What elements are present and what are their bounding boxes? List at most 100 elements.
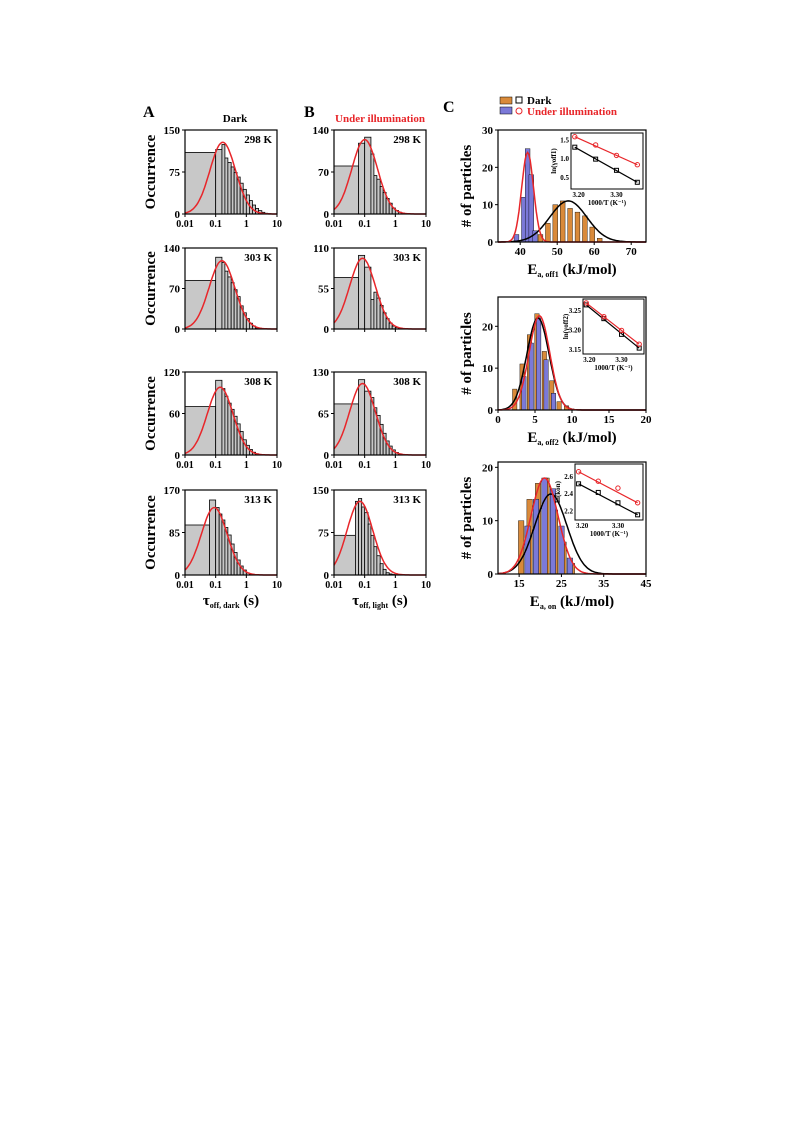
y-tick-label: 140 (164, 243, 181, 255)
x-tick-label: 35 (598, 578, 610, 590)
x-tick-label: 0.01 (325, 219, 343, 230)
histogram-bar (218, 513, 223, 576)
x-axis-label: Ea, on (kJ/mol) (530, 594, 614, 611)
x-tick-label: 5 (532, 414, 538, 426)
bar-dark (574, 211, 581, 243)
chart-a3: 0.01 0.1 1 10 0 60 120 308 K Occurrence (143, 367, 282, 471)
x-tick-label: 1 (244, 580, 249, 591)
inset-point-dark (613, 167, 619, 173)
y-tick-label: 65 (318, 409, 330, 421)
bar-dark (567, 208, 573, 243)
inset-point-dark (593, 156, 599, 162)
y-axis-label: Occurrence (143, 134, 159, 209)
x-tick-label: 1 (244, 219, 249, 230)
x-tick-label: 0.01 (325, 460, 343, 471)
y-tick-label: 0 (175, 209, 181, 221)
histogram-bar (184, 524, 210, 576)
histogram-bar (333, 534, 356, 576)
chart-b4: 0.01 0.1 1 10 0 75 150 313 K τoff, light (s) (313, 485, 432, 610)
inset-y-axis-label: ln(kon) (554, 480, 562, 502)
y-tick-label: 10 (482, 363, 494, 375)
inset-x-tick-label: 3.30 (610, 191, 623, 199)
inset-point-light (601, 313, 607, 320)
y-axis-label: Occurrence (143, 376, 159, 451)
y-tick-label: 150 (313, 485, 330, 497)
x-axis-label: Ea, off2 (kJ/mol) (527, 430, 616, 447)
chart-b1: 0.01 0.1 1 10 0 70 140 298 K (313, 125, 432, 230)
panel-label-b: B (304, 104, 315, 121)
x-tick-label: 10 (567, 414, 579, 426)
bar-light (543, 359, 549, 411)
temperature-label: 308 K (244, 376, 272, 388)
chart-c2: 0 5 10 15 20 0 10 20 # of particles Ea, off2 (kJ/… (459, 296, 652, 447)
x-axis-label: τoff, dark (s) (203, 593, 259, 610)
inset-y-axis-label: ln(γoff2) (562, 313, 570, 339)
inset-point-dark (576, 481, 582, 487)
histogram-bar (333, 403, 359, 456)
x-axis-label: τoff, light (s) (352, 593, 407, 610)
temperature-label: 313 K (393, 494, 421, 506)
x-tick-label: 1 (393, 580, 398, 591)
inset-point-light (615, 485, 621, 491)
y-axis-label: Occurrence (143, 495, 159, 570)
histogram-bar (230, 282, 235, 330)
inset-point-light (634, 500, 641, 506)
y-tick-label: 10 (482, 516, 494, 528)
bar-light (533, 499, 540, 575)
bar-dark (560, 200, 566, 243)
histogram-bar (382, 568, 387, 576)
histogram-bar (373, 291, 378, 330)
x-tick-label: 0.1 (358, 460, 371, 471)
fit-curve (184, 141, 277, 215)
histogram-bar (227, 402, 232, 456)
histogram-bar (221, 519, 226, 576)
y-tick-label: 70 (169, 284, 181, 296)
histogram-bar (215, 379, 223, 456)
inset-y-axis-label: ln(γoff1) (550, 148, 558, 174)
histogram-bar (370, 534, 375, 576)
histogram-bar (376, 297, 381, 330)
inset-fit-light (578, 471, 638, 504)
histogram-bar (230, 166, 235, 215)
inset-point-light (613, 152, 620, 159)
y-tick-label: 0 (488, 405, 494, 417)
inset-point-light (575, 469, 582, 475)
x-tick-label: 45 (641, 578, 653, 590)
y-tick-label: 130 (313, 367, 330, 379)
histogram-bar (224, 395, 229, 456)
inset-y-tick-label: 3.15 (569, 346, 582, 354)
legend-label-dark: Dark (527, 95, 552, 107)
y-tick-label: 60 (169, 409, 181, 421)
inset-x-tick-label: 3.20 (572, 191, 585, 199)
y-tick-label: 0 (324, 209, 330, 221)
histogram-bar (367, 523, 372, 576)
temperature-label: 298 K (244, 134, 272, 146)
histogram-bar (221, 262, 226, 330)
chart-b3: 0.01 0.1 1 10 0 65 130 308 K (313, 367, 432, 471)
x-tick-label: 10 (272, 219, 282, 230)
histogram-bar (184, 279, 217, 330)
inset-point-dark (615, 500, 621, 506)
inset-point-dark (634, 179, 640, 185)
y-tick-label: 70 (318, 167, 330, 179)
x-tick-label: 0.01 (176, 580, 194, 591)
chart-c1: 40 50 60 70 0 10 20 30 # of particles Ea, off1 (k… (459, 95, 647, 279)
bar-dark (589, 226, 595, 243)
y-tick-label: 55 (318, 284, 330, 296)
inset-y-tick-label: 3.20 (569, 326, 582, 334)
y-tick-label: 0 (175, 450, 181, 462)
x-tick-label: 15 (604, 414, 616, 426)
histogram-bar (370, 299, 375, 330)
temperature-label: 303 K (393, 252, 421, 264)
x-axis-label: Ea, off1 (kJ/mol) (527, 262, 616, 279)
inset-point-light (636, 341, 642, 347)
x-tick-label: 70 (626, 246, 638, 258)
bar-light (551, 393, 556, 411)
x-tick-label: 0.01 (325, 580, 343, 591)
histogram-bar (373, 546, 378, 576)
y-tick-label: 0 (324, 450, 330, 462)
x-tick-label: 15 (514, 578, 526, 590)
y-tick-label: 75 (318, 528, 330, 540)
